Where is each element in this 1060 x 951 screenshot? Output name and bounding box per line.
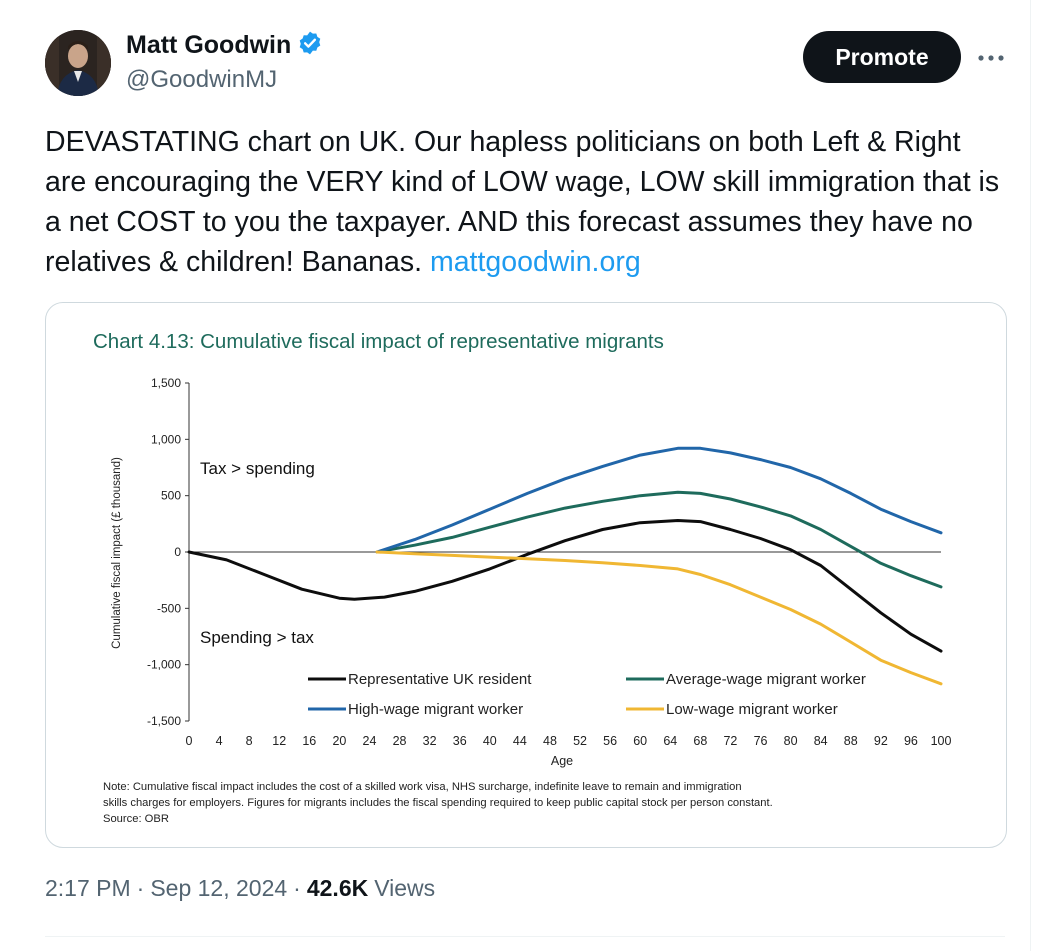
- x-tick-label: 64: [663, 734, 677, 748]
- x-tick-label: 36: [453, 734, 467, 748]
- more-icon[interactable]: [976, 48, 1006, 68]
- x-tick-label: 24: [363, 734, 377, 748]
- series-line-representative-uk-resident: [187, 519, 943, 653]
- x-tick-label: 84: [814, 734, 828, 748]
- x-tick-label: 72: [723, 734, 737, 748]
- y-tick-label: 500: [161, 489, 181, 503]
- series-line-low-wage-migrant-worker: [375, 550, 943, 686]
- x-tick-label: 68: [693, 734, 707, 748]
- x-tick-label: 0: [186, 734, 193, 748]
- annotation-spending-gt-tax: Spending > tax: [200, 628, 314, 647]
- x-tick-label: 52: [573, 734, 587, 748]
- y-tick-label: -500: [157, 601, 181, 615]
- x-tick-label: 44: [513, 734, 527, 748]
- legend-label: High-wage migrant worker: [348, 701, 523, 718]
- chart-title: Chart 4.13: Cumulative fiscal impact of …: [93, 330, 664, 353]
- x-tick-label: 16: [302, 734, 316, 748]
- x-tick-label: 80: [784, 734, 798, 748]
- chart-note-line-2: skills charges for employers. Figures fo…: [103, 797, 773, 809]
- x-tick-label: 28: [393, 734, 407, 748]
- verified-badge-icon[interactable]: [297, 30, 323, 61]
- y-tick-label: 0: [174, 545, 181, 559]
- fiscal-impact-chart: Chart 4.13: Cumulative fiscal impact of …: [93, 330, 952, 825]
- legend-label: Representative UK resident: [348, 671, 532, 688]
- tweet-link[interactable]: mattgoodwin.org: [429, 246, 641, 278]
- series-line-average-wage-migrant-worker: [375, 490, 943, 589]
- chart-image[interactable]: Chart 4.13: Cumulative fiscal impact of …: [45, 302, 1007, 848]
- tweet-date[interactable]: Sep 12, 2024: [150, 875, 288, 901]
- x-tick-label: 4: [216, 734, 223, 748]
- x-axis-label: Age: [551, 754, 573, 768]
- views-count[interactable]: 42.6K: [306, 875, 369, 901]
- x-tick-label: 12: [272, 734, 286, 748]
- x-tick-label: 8: [246, 734, 253, 748]
- author-avatar[interactable]: [45, 30, 111, 96]
- tweet-meta: 2:17 PM · Sep 12, 2024 · 42.6K Views: [45, 875, 435, 902]
- actions-divider: [45, 936, 1005, 937]
- x-tick-label: 32: [423, 734, 437, 748]
- meta-separator: ·: [136, 875, 145, 901]
- x-tick-label: 96: [904, 734, 918, 748]
- y-tick-label: 1,000: [151, 432, 181, 446]
- legend-label: Low-wage migrant worker: [666, 701, 838, 718]
- y-tick-label: 1,500: [151, 376, 181, 390]
- series-line-high-wage-migrant-worker: [375, 446, 943, 554]
- x-tick-label: 76: [754, 734, 768, 748]
- y-tick-label: -1,500: [147, 714, 181, 728]
- chart-source: Source: OBR: [103, 813, 169, 825]
- annotation-tax-gt-spending: Tax > spending: [200, 459, 315, 478]
- x-tick-label: 92: [874, 734, 888, 748]
- views-label[interactable]: Views: [374, 875, 436, 901]
- chart-note-line-1: Note: Cumulative fiscal impact includes …: [103, 781, 742, 793]
- promote-button[interactable]: Promote: [803, 31, 961, 83]
- x-tick-label: 100: [931, 734, 952, 748]
- author-handle[interactable]: @GoodwinMJ: [126, 66, 278, 93]
- legend-label: Average-wage migrant worker: [666, 671, 866, 688]
- x-tick-label: 20: [332, 734, 346, 748]
- x-tick-label: 40: [483, 734, 497, 748]
- tweet-body: DEVASTATING chart on UK. Our hapless pol…: [45, 126, 1000, 278]
- tweet-text: DEVASTATING chart on UK. Our hapless pol…: [45, 122, 1005, 282]
- y-tick-label: -1,000: [147, 658, 181, 672]
- meta-separator: ·: [293, 875, 301, 901]
- y-axis-label: Cumulative fiscal impact (£ thousand): [111, 457, 123, 649]
- column-border: [1030, 0, 1031, 951]
- x-tick-label: 88: [844, 734, 858, 748]
- author-name[interactable]: Matt Goodwin: [126, 31, 292, 59]
- x-tick-label: 60: [633, 734, 647, 748]
- x-tick-label: 48: [543, 734, 557, 748]
- tweet-time[interactable]: 2:17 PM: [45, 875, 131, 901]
- x-tick-label: 56: [603, 734, 617, 748]
